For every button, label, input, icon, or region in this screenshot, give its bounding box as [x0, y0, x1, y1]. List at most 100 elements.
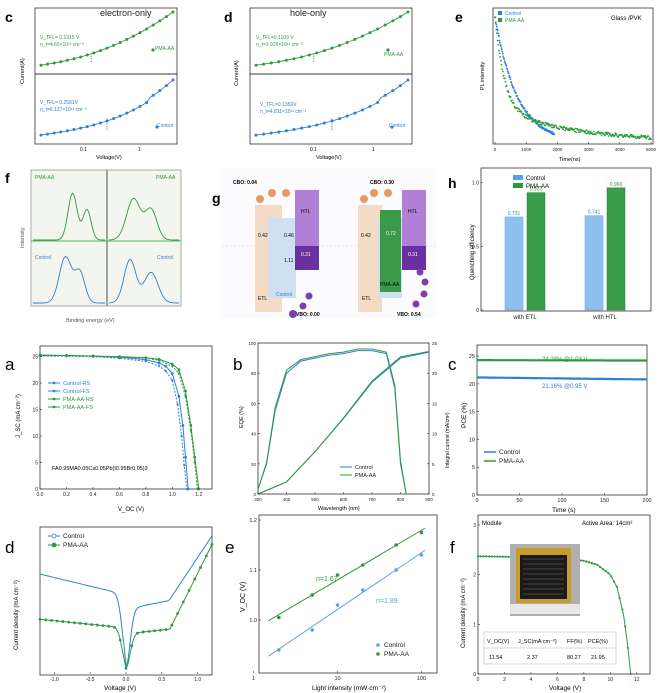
data-point — [145, 27, 148, 30]
data-point — [562, 128, 564, 130]
data-point — [394, 543, 398, 547]
data-point — [500, 45, 502, 47]
data-point — [180, 435, 183, 438]
x-tick-label: 200 — [642, 498, 651, 504]
legend-label: PMA-AA-FS — [63, 405, 93, 411]
x-tick: 1 — [372, 147, 375, 153]
data-point — [499, 42, 501, 44]
data-point — [158, 19, 161, 22]
data-point — [46, 63, 49, 66]
data-point — [165, 628, 168, 631]
data-point — [420, 553, 424, 557]
y-tick-label: 10 — [469, 437, 475, 443]
panel-letter: e — [455, 9, 463, 25]
hole-icon — [413, 301, 420, 308]
data-point — [506, 68, 508, 70]
data-point — [638, 138, 640, 140]
legend-marker — [52, 543, 56, 547]
y-axis-label: Quenching efficiency — [470, 224, 476, 280]
data-point — [420, 531, 424, 535]
electron-icon — [282, 189, 290, 197]
panel-d-top: d hole-only V_TFL=0.1109 V n_t=3.926×10¹… — [224, 8, 412, 161]
level-value: 0.46 — [284, 233, 294, 239]
level-value: 0.42 — [361, 233, 371, 239]
x-tick-label: 1 — [252, 676, 255, 682]
panel-letter: g — [212, 190, 221, 206]
data-point — [188, 589, 191, 592]
data-point — [315, 123, 318, 126]
x-tick-label: 100 — [417, 676, 426, 682]
x-tick-label: 700 — [368, 497, 376, 502]
y-tick-label: 20 — [432, 371, 438, 376]
electron-icon — [384, 189, 392, 197]
data-point — [494, 555, 496, 557]
vtfl-label: V_TFL= 0.2581V — [40, 100, 79, 106]
data-point — [591, 562, 593, 564]
data-point — [495, 22, 497, 24]
data-point — [142, 631, 145, 634]
x-tick: 0.1 — [310, 147, 317, 153]
data-point — [277, 60, 280, 63]
data-point — [59, 60, 62, 63]
etl-label: ETL — [362, 296, 371, 302]
data-point — [308, 125, 311, 128]
x-tick-label: 1000 — [521, 147, 532, 152]
data-point — [152, 94, 155, 97]
data-point — [618, 136, 620, 138]
data-point — [44, 618, 47, 621]
data-point — [511, 82, 513, 84]
legend-label: Control — [157, 123, 173, 129]
y-axis-label: Current(A) — [234, 60, 240, 86]
data-point — [502, 556, 504, 558]
ideality-label: n=1.89 — [376, 598, 398, 605]
data-point — [96, 624, 99, 627]
x-axis-label: Voltage(V) — [316, 155, 342, 161]
data-point — [624, 625, 626, 627]
data-point — [158, 89, 161, 92]
data-point — [523, 113, 525, 115]
data-point — [90, 623, 93, 626]
data-point — [40, 134, 43, 137]
data-point — [285, 59, 288, 62]
legend-swatch — [513, 175, 523, 180]
electron-icon — [360, 195, 368, 203]
data-point — [323, 49, 326, 52]
data-point — [106, 47, 109, 50]
y-tick-label: 5 — [35, 461, 38, 467]
data-point — [648, 135, 650, 137]
data-point — [176, 612, 179, 615]
data-point — [477, 555, 479, 557]
panel-title: hole-only — [290, 8, 327, 18]
panel-f-top: f PMA-AA PMA-AA Control Control Binding … — [5, 170, 181, 324]
data-point — [503, 75, 505, 77]
y-tick-label: 25 — [432, 341, 438, 346]
data-point — [616, 586, 618, 588]
data-point — [183, 464, 186, 467]
data-point — [308, 54, 311, 57]
data-point — [285, 129, 288, 132]
data-point — [514, 89, 516, 91]
data-point — [211, 543, 214, 546]
data-point — [524, 107, 526, 109]
panel-c-top: c electron-only V_TFL= 0.1315 V n_t=4.65… — [5, 8, 177, 161]
data-point — [331, 47, 334, 50]
y-tick-label: 15 — [469, 410, 475, 416]
y-tick-label: 15 — [32, 408, 38, 414]
legend-marker — [53, 398, 56, 401]
hole-icon — [421, 291, 428, 298]
data-point — [86, 54, 89, 57]
legend-label: PMA-AA — [384, 52, 404, 58]
data-point — [491, 555, 493, 557]
data-point — [300, 55, 303, 58]
data-label: 0.731 — [508, 211, 521, 217]
data-point — [529, 115, 531, 117]
vtfl-label: V_TFL=0.1109 V — [256, 35, 294, 41]
data-point — [346, 41, 349, 44]
x-axis-label: Time (s) — [552, 507, 576, 514]
panel-title: electron-only — [100, 8, 152, 18]
data-point — [181, 424, 184, 427]
plot-marks — [494, 16, 652, 140]
data-point — [79, 55, 82, 58]
data-point — [509, 77, 511, 79]
table-header: PCE(%) — [588, 639, 608, 645]
